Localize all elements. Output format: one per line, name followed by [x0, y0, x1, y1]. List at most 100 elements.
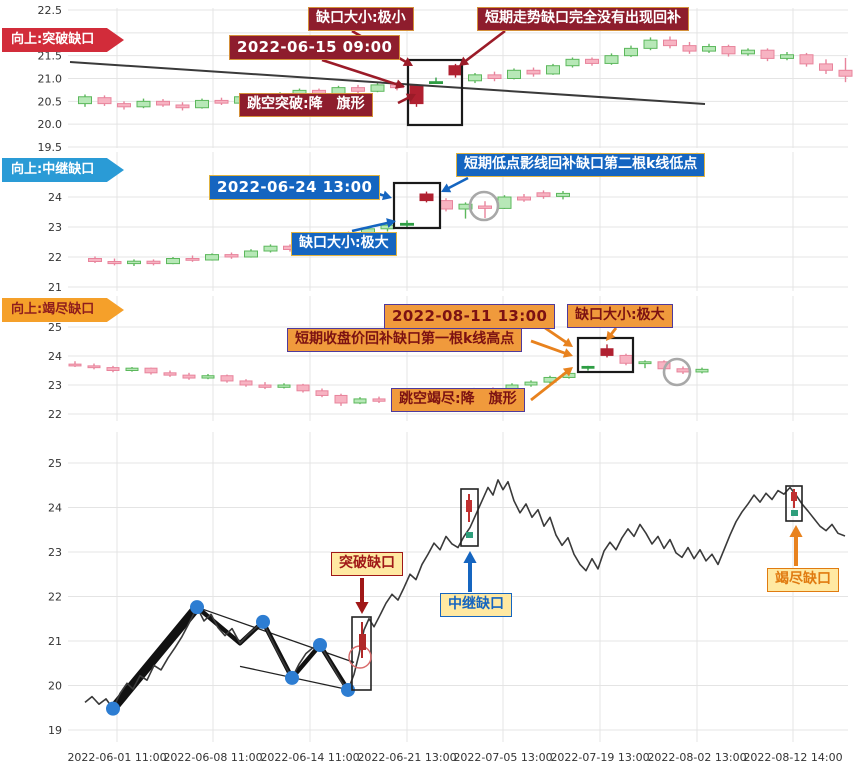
candle-body	[619, 354, 633, 364]
candle-body	[163, 372, 177, 376]
candle-body	[97, 97, 112, 105]
candle-body	[201, 375, 215, 379]
candle-body	[517, 196, 531, 201]
candle-body	[117, 103, 131, 108]
candle-body	[195, 99, 209, 109]
panel4-exhaustion-gap-badge: 竭尽缺口	[767, 568, 839, 592]
x-axis-label: 2022-06-01 11:00	[67, 751, 166, 764]
candle-body	[819, 63, 833, 71]
candle-body	[127, 260, 141, 265]
y-tick-label: 24	[48, 502, 62, 515]
candle-body	[429, 81, 443, 84]
arrow-head	[606, 330, 616, 341]
candle-body	[702, 46, 716, 52]
y-tick-label: 21.5	[38, 50, 63, 63]
candle-body	[682, 45, 697, 52]
panel4-breakout-gap-badge: 突破缺口	[331, 552, 403, 576]
panel3-time-badge: 2022-08-11 13:00	[384, 304, 556, 329]
highlight-circle	[662, 357, 692, 387]
arrow-head	[562, 367, 573, 377]
candle-body	[838, 69, 853, 77]
panel4-continuation-gap-badge: 中继缺口	[440, 593, 512, 617]
arrow-head	[459, 56, 470, 66]
candle-body	[468, 74, 482, 82]
x-axis-label: 2022-06-21 13:00	[357, 751, 456, 764]
y-tick-label: 25	[48, 321, 62, 334]
arrow-head	[463, 551, 477, 563]
candle-body	[68, 363, 82, 367]
panel2-note-badge: 短期低点影线回补缺口第二根k线低点	[456, 153, 706, 177]
candle-body	[106, 367, 120, 372]
highlight-box	[785, 485, 803, 522]
candle-body	[372, 398, 386, 402]
candle-body	[353, 398, 367, 404]
highlight-box	[406, 58, 464, 127]
candle-body	[263, 245, 278, 252]
candle-body	[239, 380, 253, 386]
candle-body	[146, 260, 161, 265]
y-tick-label: 23	[48, 379, 62, 392]
highlight-box	[392, 181, 442, 230]
highlight-box	[460, 488, 479, 547]
candle-body	[643, 39, 658, 49]
candle-mark	[359, 634, 366, 650]
candle-body	[526, 69, 541, 75]
candle-mark	[791, 510, 798, 516]
candle-body	[185, 258, 200, 261]
candle-body	[277, 384, 291, 388]
candle-body	[780, 54, 794, 59]
arrow-head	[562, 348, 573, 358]
y-tick-label: 22	[48, 251, 62, 264]
candle-body	[604, 55, 619, 64]
candle-body	[565, 58, 580, 67]
arrow-head	[381, 190, 392, 201]
flag-pole	[108, 602, 202, 714]
y-tick-label: 22	[48, 408, 62, 421]
candle-body	[87, 365, 101, 369]
candle-body	[166, 258, 180, 265]
candle-body	[244, 250, 258, 258]
candle-body	[205, 254, 219, 261]
y-tick-label: 21	[48, 281, 62, 294]
y-tick-label: 25	[48, 457, 62, 470]
candle-body	[536, 192, 551, 197]
y-tick-label: 24	[48, 191, 62, 204]
arrow-head	[562, 337, 573, 347]
panel1-gap-size-badge: 缺口大小:极小	[308, 7, 414, 31]
candle-mark	[791, 492, 797, 501]
panel1-time-badge: 2022-06-15 09:00	[229, 35, 401, 60]
candle-body	[296, 384, 310, 392]
candle-body	[156, 100, 170, 106]
y-tick-label: 23	[48, 546, 62, 559]
y-tick-label: 20.5	[38, 95, 63, 108]
y-tick-label: 22.5	[38, 4, 63, 17]
candle-body	[224, 254, 239, 258]
candle-body	[676, 368, 690, 373]
candle-body	[419, 193, 434, 202]
candle-body	[448, 65, 463, 76]
panel2-direction-ribbon: 向上:中继缺口	[2, 158, 124, 182]
panel1-direction-ribbon: 向上:突破缺口	[2, 28, 124, 52]
pivot-dot	[313, 638, 327, 653]
y-tick-label: 22	[48, 591, 62, 604]
candle-body	[478, 205, 492, 209]
candle-body	[799, 54, 814, 65]
overlay-line	[69, 61, 706, 105]
candle-body	[556, 192, 570, 197]
candle-body	[220, 375, 234, 382]
x-axis-label: 2022-07-05 13:00	[453, 751, 552, 764]
candle-body	[88, 258, 102, 262]
candle-body	[144, 367, 158, 374]
candle-mark	[466, 500, 472, 512]
candle-body	[351, 87, 365, 92]
highlight-circle	[468, 190, 500, 222]
candle-body	[624, 47, 638, 57]
candle-body	[638, 361, 652, 365]
candle-body	[487, 74, 502, 80]
arrow-head	[441, 183, 452, 193]
candle-body	[458, 203, 473, 210]
arrow-head	[355, 602, 369, 614]
panel-2: 24 23 22 21	[48, 152, 848, 294]
candle-body	[370, 84, 385, 92]
